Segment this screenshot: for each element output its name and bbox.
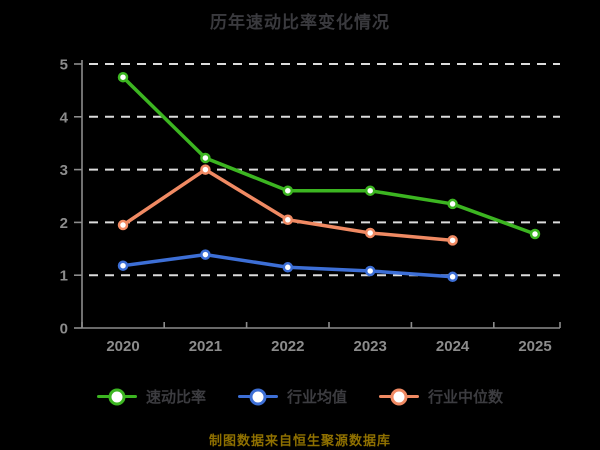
svg-text:4: 4 (60, 109, 69, 126)
legend-label-industry-mean: 行业均值 (286, 389, 347, 406)
legend-dot-icon (249, 388, 267, 405)
svg-text:2020: 2020 (106, 338, 139, 355)
svg-text:2025: 2025 (518, 338, 551, 355)
svg-text:2: 2 (60, 215, 68, 232)
svg-text:2024: 2024 (436, 338, 470, 355)
legend-line-circle-icon (379, 388, 419, 405)
legend-item-industry-median: 行业中位数 (379, 386, 503, 407)
svg-text:3: 3 (60, 162, 68, 179)
legend-dot-icon (108, 388, 126, 405)
line-chart-plot-area: 0 1 2 3 4 5 2020 2021 2022 2023 2024 2025 (60, 57, 561, 355)
legend-label-industry-median: 行业中位数 (428, 389, 504, 406)
legend-line-circle-icon (96, 388, 137, 405)
legend-line-circle-icon (237, 388, 278, 405)
svg-text:5: 5 (60, 57, 68, 74)
svg-text:1: 1 (60, 268, 68, 285)
svg-text:2022: 2022 (271, 338, 304, 355)
svg-text:2023: 2023 (354, 338, 387, 355)
source-caption: 制图数据来自恒生聚源数据库 (208, 433, 391, 448)
legend-dot-icon (390, 388, 408, 405)
chart-title: 历年速动比率变化情况 (210, 13, 390, 32)
legend-label-quick-ratio: 速动比率 (145, 389, 206, 406)
legend: 速动比率 行业均值 行业中位数 (0, 386, 600, 407)
legend-item-quick-ratio: 速动比率 (96, 386, 206, 407)
svg-text:0: 0 (60, 321, 68, 338)
svg-text:2021: 2021 (189, 338, 222, 355)
legend-item-industry-mean: 行业均值 (237, 386, 347, 407)
